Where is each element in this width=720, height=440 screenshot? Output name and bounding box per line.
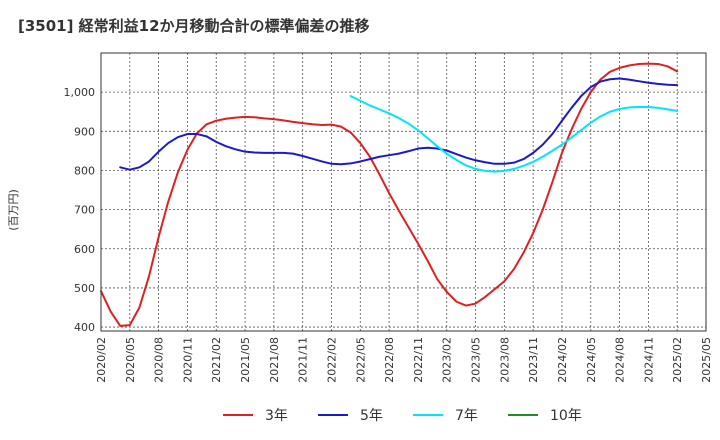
legend-label: 7年 [455, 408, 478, 424]
plot-area [101, 53, 706, 331]
y-tick-label: 900 [74, 125, 95, 138]
chart-title: [3501] 経常利益12か月移動合計の標準偏差の推移 [18, 17, 370, 35]
y-tick-label: 600 [74, 243, 95, 256]
x-tick-label: 2024/08 [614, 337, 627, 383]
x-tick-label: 2021/11 [297, 337, 310, 383]
legend-label: 10年 [550, 408, 582, 424]
x-tick-label: 2020/02 [95, 337, 108, 383]
series-line-5年 [119, 77, 679, 171]
y-ticks: 400 500 600 700 800 900 1,000 [64, 86, 96, 334]
y-tick-label: 800 [74, 164, 95, 177]
legend-label: 3年 [265, 408, 288, 424]
x-tick-label: 2021/08 [268, 337, 281, 383]
x-tick-label: 2023/11 [527, 337, 540, 383]
x-tick-label: 2022/02 [325, 337, 338, 383]
plot-frame [100, 52, 707, 332]
x-tick-label: 2024/11 [642, 337, 655, 383]
x-tick-label: 2023/08 [498, 337, 511, 383]
series-group [100, 62, 679, 327]
x-tick-label: 2022/05 [354, 337, 367, 383]
x-tick-label: 2020/08 [153, 337, 166, 383]
x-tick-label: 2022/08 [383, 337, 396, 383]
x-tick-label: 2023/02 [441, 337, 454, 383]
x-tick-label: 2025/05 [700, 337, 713, 383]
y-tick-label: 400 [74, 321, 95, 334]
y-axis-label: (百万円) [7, 189, 20, 231]
x-ticks: 2020/02 2020/05 2020/08 2020/11 2021/02 2021/… [95, 337, 713, 383]
x-tick-label: 2020/05 [124, 337, 137, 383]
x-tick-label: 2023/05 [470, 337, 483, 383]
x-tick-label: 2021/05 [239, 337, 252, 383]
x-tick-label: 2025/02 [671, 337, 684, 383]
grid [100, 53, 707, 331]
x-tick-label: 2021/02 [210, 337, 223, 383]
series-line-7年 [349, 95, 679, 173]
legend-label: 5年 [360, 408, 383, 424]
x-tick-label: 2022/11 [412, 337, 425, 383]
x-tick-label: 2024/05 [585, 337, 598, 383]
y-tick-label: 1,000 [64, 86, 96, 99]
x-tick-label: 2024/02 [556, 337, 569, 383]
x-tick-label: 2020/11 [181, 337, 194, 383]
y-tick-label: 500 [74, 282, 95, 295]
y-tick-label: 700 [74, 204, 95, 217]
legend: 3年 5年 7年 10年 [223, 408, 582, 424]
